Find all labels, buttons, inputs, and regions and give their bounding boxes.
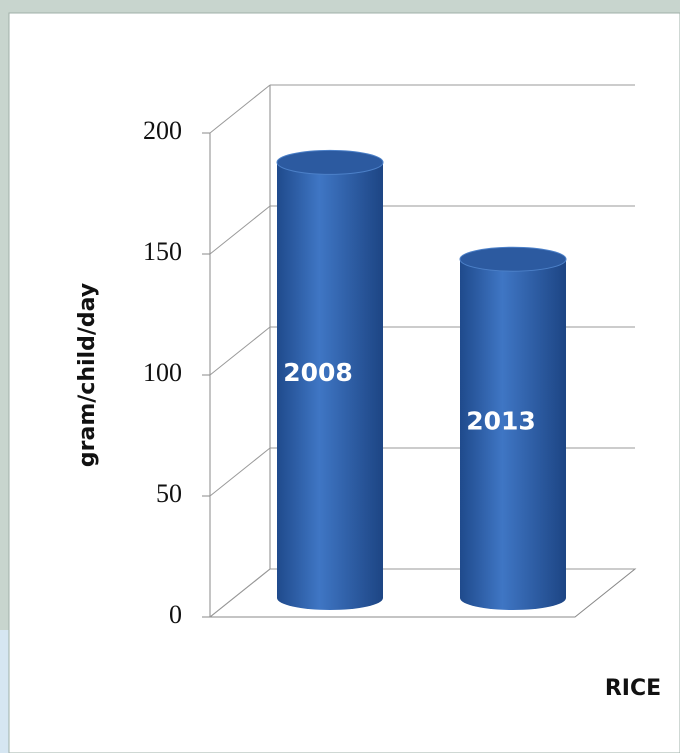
y-tick-label: 100 xyxy=(143,358,182,387)
y-tick-label: 0 xyxy=(169,600,182,629)
bar-top xyxy=(459,246,567,272)
y-axis-label: gram/child/day xyxy=(75,283,100,467)
floor xyxy=(208,568,637,618)
bar xyxy=(277,162,383,610)
grid-line xyxy=(209,84,271,134)
grid-line xyxy=(209,326,271,376)
y-tick-label: 50 xyxy=(156,479,182,508)
bar-label: 2013 xyxy=(466,407,536,436)
bar xyxy=(460,259,566,610)
grid-line xyxy=(209,447,271,497)
side-strip xyxy=(0,630,10,753)
grid-line xyxy=(209,205,271,255)
grid-line xyxy=(209,568,271,618)
y-tick-label: 150 xyxy=(143,237,182,266)
x-axis-label: RICE xyxy=(605,676,661,701)
bar-label: 2008 xyxy=(283,358,353,387)
y-tick-label: 200 xyxy=(143,116,182,145)
bar-top xyxy=(276,149,384,175)
